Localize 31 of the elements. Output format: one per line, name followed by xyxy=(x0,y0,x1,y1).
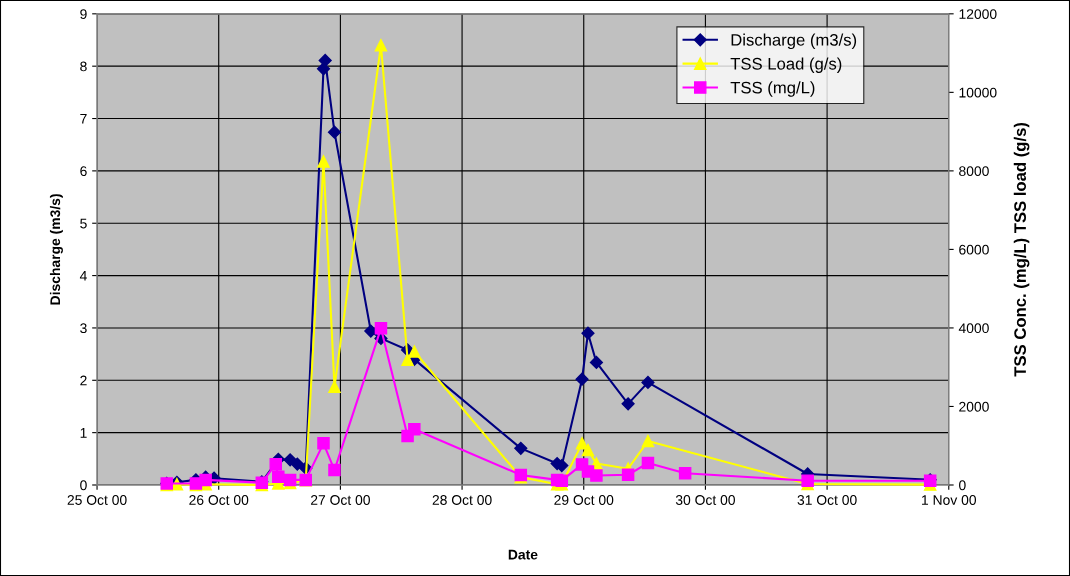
x-tick-label: 29 Oct 00 xyxy=(554,495,614,505)
x-tick-label: 28 Oct 00 xyxy=(432,495,492,505)
y-tick-label: 8 xyxy=(80,61,87,72)
y2-tick-label: 10000 xyxy=(959,87,997,98)
y-axis-title: Discharge (m3/s) xyxy=(49,194,63,305)
x-tick-label: 27 Oct 00 xyxy=(310,495,370,505)
y-tick-label: 3 xyxy=(80,323,87,334)
x-axis-title: Date xyxy=(508,549,538,560)
y-tick-label: 9 xyxy=(80,9,87,19)
y2-tick-label: 8000 xyxy=(959,166,989,177)
x-tick-label: 26 Oct 00 xyxy=(189,495,249,505)
y2-tick-label: 0 xyxy=(959,480,966,491)
legend-label: TSS Load (g/s) xyxy=(730,57,842,73)
y-tick-label: 0 xyxy=(80,480,87,491)
y-tick-label: 7 xyxy=(80,114,87,124)
legend-label: TSS (mg/L) xyxy=(730,81,815,97)
x-tick-label: 30 Oct 00 xyxy=(675,495,735,505)
y2-tick-label: 6000 xyxy=(959,244,989,255)
y2-tick-label: 4000 xyxy=(958,323,989,334)
y2-axis-title: TSS Conc. (mg/L) TSS load (g/s) xyxy=(1013,122,1030,377)
y-tick-label: 4 xyxy=(79,271,87,281)
x-tick-label: 1 Nov 00 xyxy=(922,495,977,505)
y-tick-label: 5 xyxy=(80,218,87,229)
y-tick-label: 6 xyxy=(80,166,87,177)
y2-tick-label: 12000 xyxy=(959,9,997,19)
y-tick-label: 2 xyxy=(80,375,87,386)
legend-label: Discharge (m3/s) xyxy=(731,33,857,50)
x-tick-label: 31 Oct 00 xyxy=(797,495,857,505)
y-tick-label: 1 xyxy=(80,428,87,438)
y2-tick-label: 2000 xyxy=(959,401,989,412)
x-tick-label: 25 Oct 00 xyxy=(67,495,127,505)
